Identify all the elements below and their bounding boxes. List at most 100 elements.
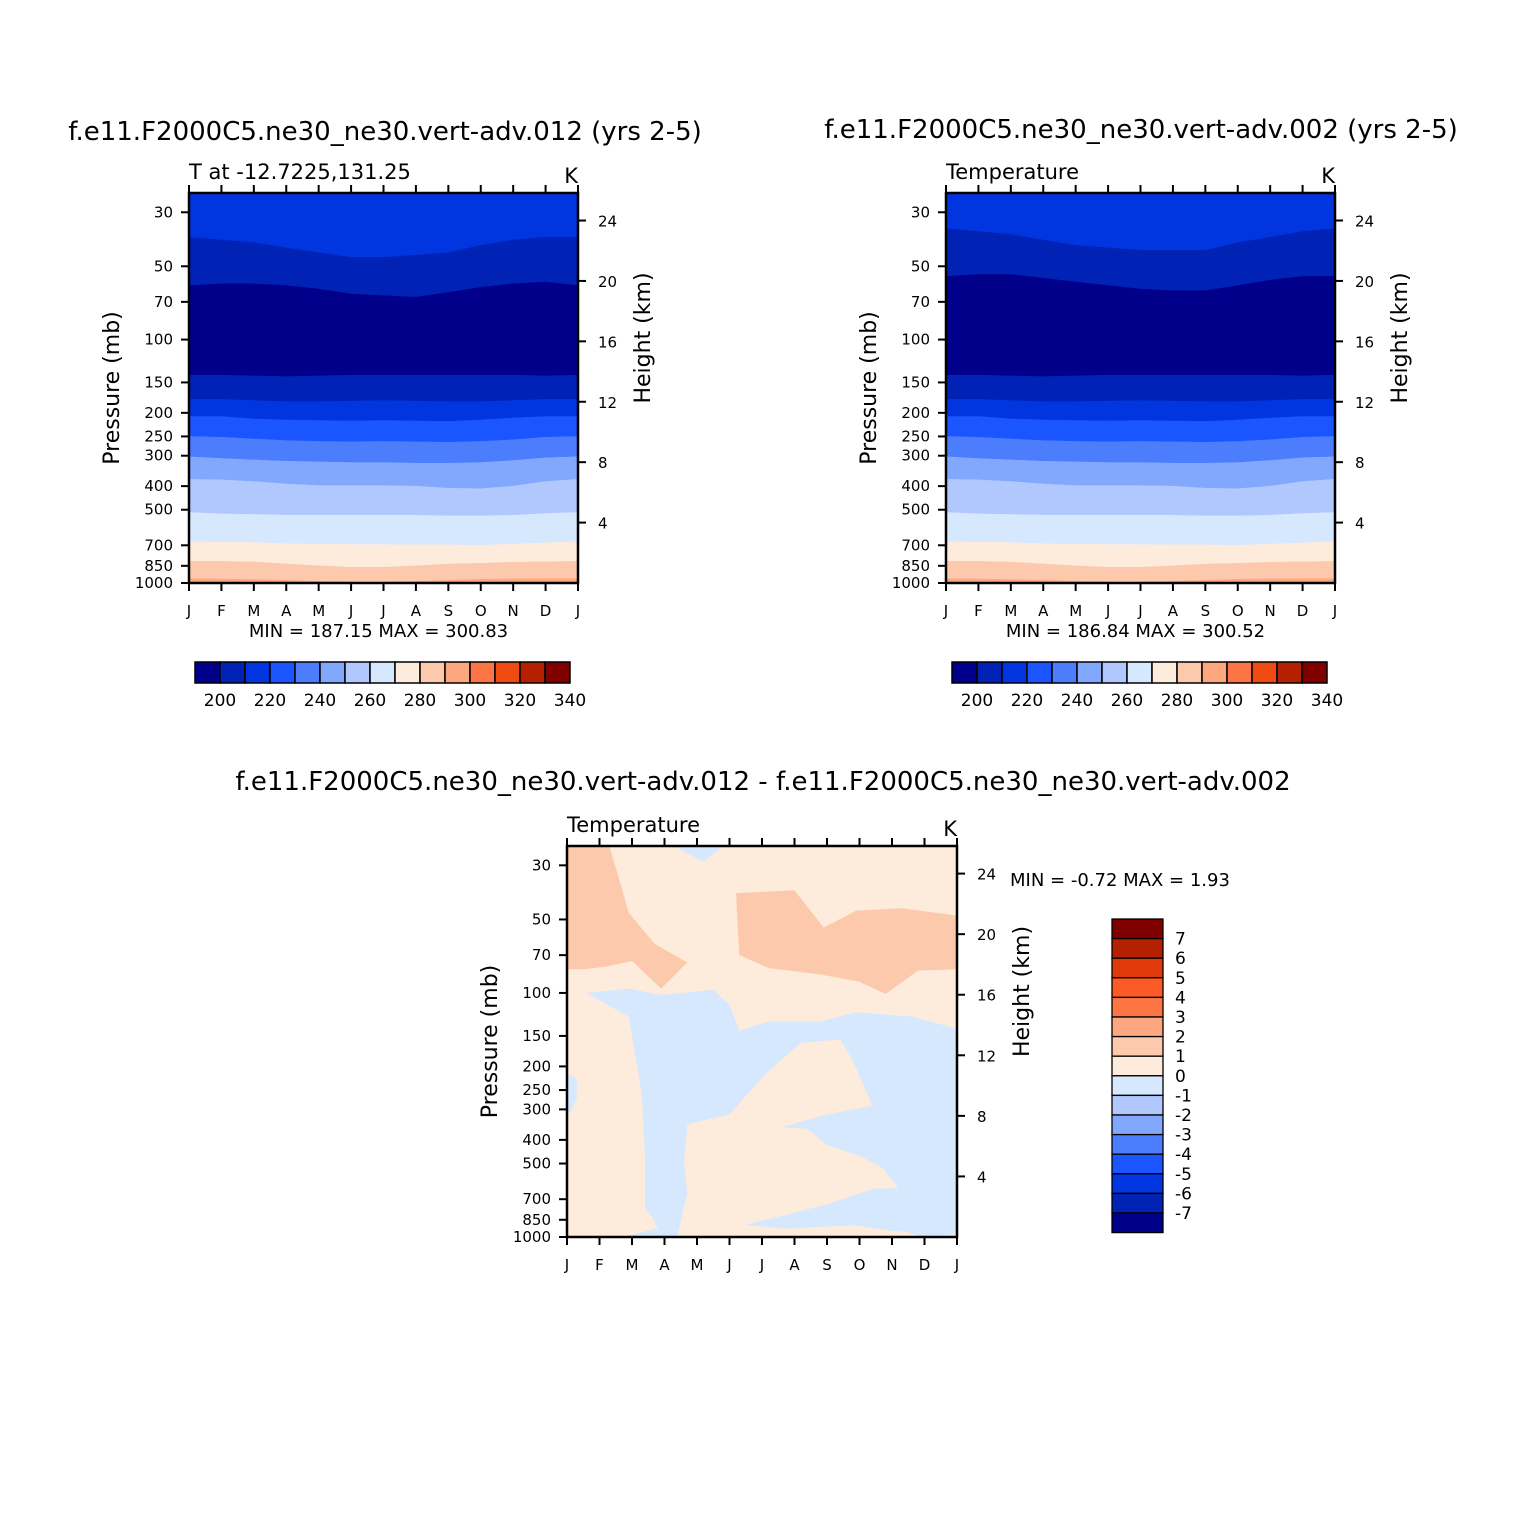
height-tick-label: 4 [977,1168,987,1186]
colorbar-box [344,661,371,684]
colorbar-box [244,661,271,684]
x-tick-label: A [789,1256,800,1274]
x-tick-label: M [247,602,260,620]
y-tick-label: 30 [154,203,173,221]
height-tick-label: 24 [1355,213,1374,231]
region-1-to-2 [736,890,957,994]
colorbar-label: 240 [1061,691,1093,711]
colorbar-box [1101,661,1128,684]
y-axis-label: Pressure (mb) [478,965,503,1119]
height-tick-label: 4 [1355,515,1365,533]
x-tick-label: J [726,1256,731,1274]
contour-band [188,512,579,546]
height-tick-label: 16 [598,333,617,351]
y-tick-label: 150 [901,373,930,391]
left-string: T at -12.7225,131.25 [188,160,411,184]
colorbar-label: 260 [1111,691,1143,711]
colorbar-box [219,661,246,684]
x-tick-label: A [1168,602,1179,620]
y-tick-label: 250 [522,1081,551,1099]
colorbar-label: 340 [554,691,586,711]
y-tick-label: 300 [522,1100,551,1118]
colorbar-label: 6 [1175,949,1186,969]
colorbar-label: 200 [961,691,993,711]
colorbar-box [269,661,296,684]
colorbar-box [1111,1016,1164,1038]
colorbar-box [1111,1133,1164,1155]
colorbar-box [1111,957,1164,979]
x-tick-label: J [1105,602,1110,620]
colorbar-label: 1 [1175,1047,1186,1067]
right-panel: J F M A M J J A S O N D J 30 50 70 100 150 200 250 300 400 500… [857,160,1413,711]
region-neg1-to-0 [674,846,723,862]
colorbar-box [1111,1173,1164,1195]
colorbar-box [1176,661,1203,684]
y-tick-label: 850 [522,1211,551,1229]
colorbar-label: 220 [1011,691,1043,711]
y-tick-label: 200 [901,404,930,422]
region-1-to-2 [567,846,688,989]
colorbar-box [1111,1094,1164,1116]
diff-panel: J F M A M J J A S O N D J305070100150200250300400500… [478,813,1230,1274]
colorbar-box [419,661,446,684]
colorbar-label: 280 [1161,691,1193,711]
y-tick-label: 700 [144,536,173,554]
colorbar-label: 320 [504,691,536,711]
contour-band [945,274,1336,377]
units-label: K [1321,164,1336,188]
x-tick-label: N [886,1256,897,1274]
x-tick-label: M [691,1256,704,1274]
colorbar-box [1001,661,1028,684]
height-tick-label: 16 [1355,333,1374,351]
x-tick-label: A [659,1256,670,1274]
colorbar-label: -3 [1175,1126,1192,1146]
colorbar-box [469,661,496,684]
colorbar-label: 4 [1175,988,1186,1008]
height-tick-label: 12 [977,1047,996,1065]
y-tick-label: 150 [144,373,173,391]
y-tick-label: 100 [522,984,551,1002]
colorbar-box [1111,1114,1164,1136]
y-tick-label: 30 [532,856,551,874]
y-tick-label: 1000 [513,1228,551,1246]
x-tick-label: D [1297,602,1309,620]
region-neg1-to-0 [586,988,957,1237]
y-tick-label: 1000 [135,574,173,592]
colorbar-box [1201,661,1228,684]
colorbar-box [444,661,471,684]
y-tick-label: 1000 [892,574,930,592]
colorbar-box [976,661,1003,684]
x-tick-label: F [595,1256,604,1274]
x-tick-label: A [411,602,422,620]
x-tick-label: M [1069,602,1082,620]
colorbar-label: -2 [1175,1106,1192,1126]
height-tick-label: 12 [598,394,617,412]
colorbar-label: 300 [454,691,486,711]
y-tick-label: 700 [901,536,930,554]
left-string: Temperature [945,160,1079,184]
height-tick-label: 16 [977,987,996,1005]
colorbar-box [294,661,321,684]
y-tick-label: 100 [144,331,173,349]
x-tick-label: M [312,602,325,620]
height-tick-label: 8 [977,1108,987,1126]
y-tick-label: 500 [522,1155,551,1173]
colorbar-box [1301,661,1328,684]
colorbar-label: 320 [1261,691,1293,711]
y-tick-label: 200 [144,404,173,422]
colorbar-label: -6 [1175,1184,1192,1204]
y-tick-label: 200 [522,1057,551,1075]
left-panel: J F M A M J J A S O N D J 30 50 70 100 150 200 250 300 400 500… [100,160,656,711]
y-tick-label: 500 [144,501,173,519]
min-max-label: MIN = 186.84 MAX = 300.52 [1006,621,1265,642]
y-tick-label: 50 [532,910,551,928]
height-tick-label: 8 [598,454,608,472]
y-tick-label: 850 [144,557,173,575]
y-tick-label: 700 [522,1190,551,1208]
colorbar-label: 300 [1211,691,1243,711]
colorbar-label: 7 [1175,930,1186,950]
x-tick-label: J [759,1256,764,1274]
x-tick-label: S [444,602,454,620]
y-tick-label: 50 [154,257,173,275]
contour-band [945,512,1336,546]
